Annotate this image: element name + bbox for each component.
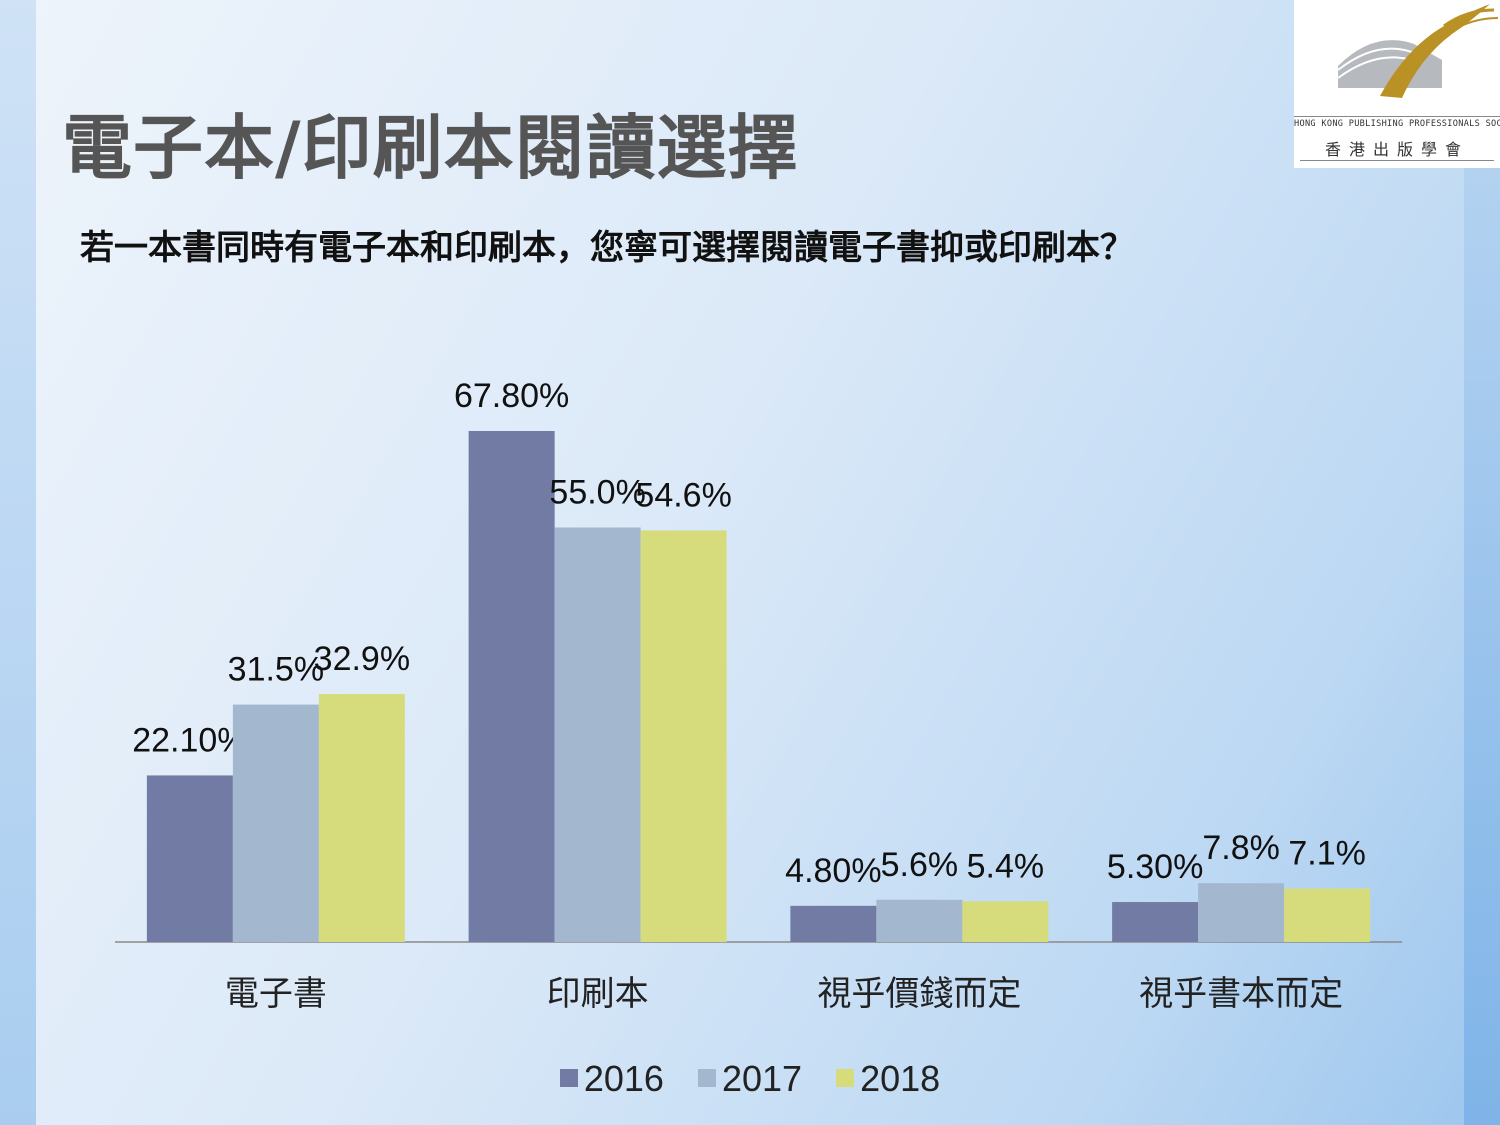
- legend-label-2016: 2016: [583, 1058, 664, 1099]
- bar-2017-2: [876, 899, 963, 942]
- bar-2017-0: [232, 704, 319, 942]
- page-title: 電子本/印刷本閱讀選擇: [62, 107, 799, 189]
- category-label-2: 視乎價錢而定: [817, 974, 1021, 1014]
- category-label-3: 視乎書本而定: [1139, 974, 1343, 1014]
- category-label-1: 印刷本: [547, 974, 649, 1014]
- chart-legend: 2016 2017 2018: [0, 1058, 1500, 1100]
- logo-emblem: [1337, 4, 1499, 98]
- bar-2016-0: [146, 775, 233, 942]
- society-logo: HONG KONG PUBLISHING PROFESSIONALS SOCIE…: [1294, 0, 1500, 168]
- logo-chinese-name: 香港出版學會: [1324, 140, 1469, 159]
- legend-item-2017: 2017: [697, 1058, 803, 1100]
- legend-item-2016: 2016: [559, 1058, 664, 1100]
- right-decorative-strip: [1464, 0, 1500, 1125]
- legend-label-2018: 2018: [860, 1058, 941, 1099]
- data-label-2017-1: 55.0%: [549, 473, 645, 511]
- bar-2018-2: [962, 901, 1049, 942]
- bar-2016-1: [468, 431, 555, 942]
- left-decorative-strip: [0, 0, 36, 1125]
- legend-item-2018: 2018: [836, 1058, 940, 1100]
- logo-divider: [1300, 160, 1494, 161]
- data-label-2016-0: 22.10%: [132, 721, 247, 759]
- data-label-2018-1: 54.6%: [635, 476, 731, 514]
- data-label-2016-2: 4.80%: [785, 852, 881, 890]
- legend-swatch-2017: [697, 1069, 716, 1087]
- bar-2018-0: [318, 694, 405, 942]
- data-label-2017-2: 5.6%: [881, 846, 959, 884]
- bar-2016-2: [790, 905, 877, 942]
- data-label-2017-0: 31.5%: [228, 651, 324, 689]
- survey-question: 若一本書同時有電子本和印刷本，您寧可選擇閱讀電子書抑或印刷本？: [80, 228, 1134, 268]
- logo-english-name: HONG KONG PUBLISHING PROFESSIONALS SOCIE…: [1294, 116, 1500, 129]
- data-label-2018-2: 5.4%: [967, 847, 1045, 885]
- data-label-2018-3: 7.1%: [1288, 834, 1366, 872]
- legend-swatch-2016: [559, 1069, 578, 1087]
- bar-2016-3: [1112, 902, 1199, 942]
- category-label-0: 電子書: [225, 974, 327, 1014]
- data-label-2017-3: 7.8%: [1202, 829, 1280, 867]
- data-label-2016-1: 67.80%: [454, 377, 569, 415]
- bar-2018-1: [640, 530, 727, 942]
- data-label-2016-3: 5.30%: [1107, 848, 1203, 886]
- bar-2017-1: [554, 527, 641, 942]
- legend-label-2017: 2017: [721, 1058, 803, 1099]
- bar-2017-3: [1198, 883, 1285, 942]
- bar-2018-3: [1284, 888, 1371, 942]
- legend-swatch-2018: [836, 1069, 855, 1087]
- data-label-2018-0: 32.9%: [314, 640, 410, 678]
